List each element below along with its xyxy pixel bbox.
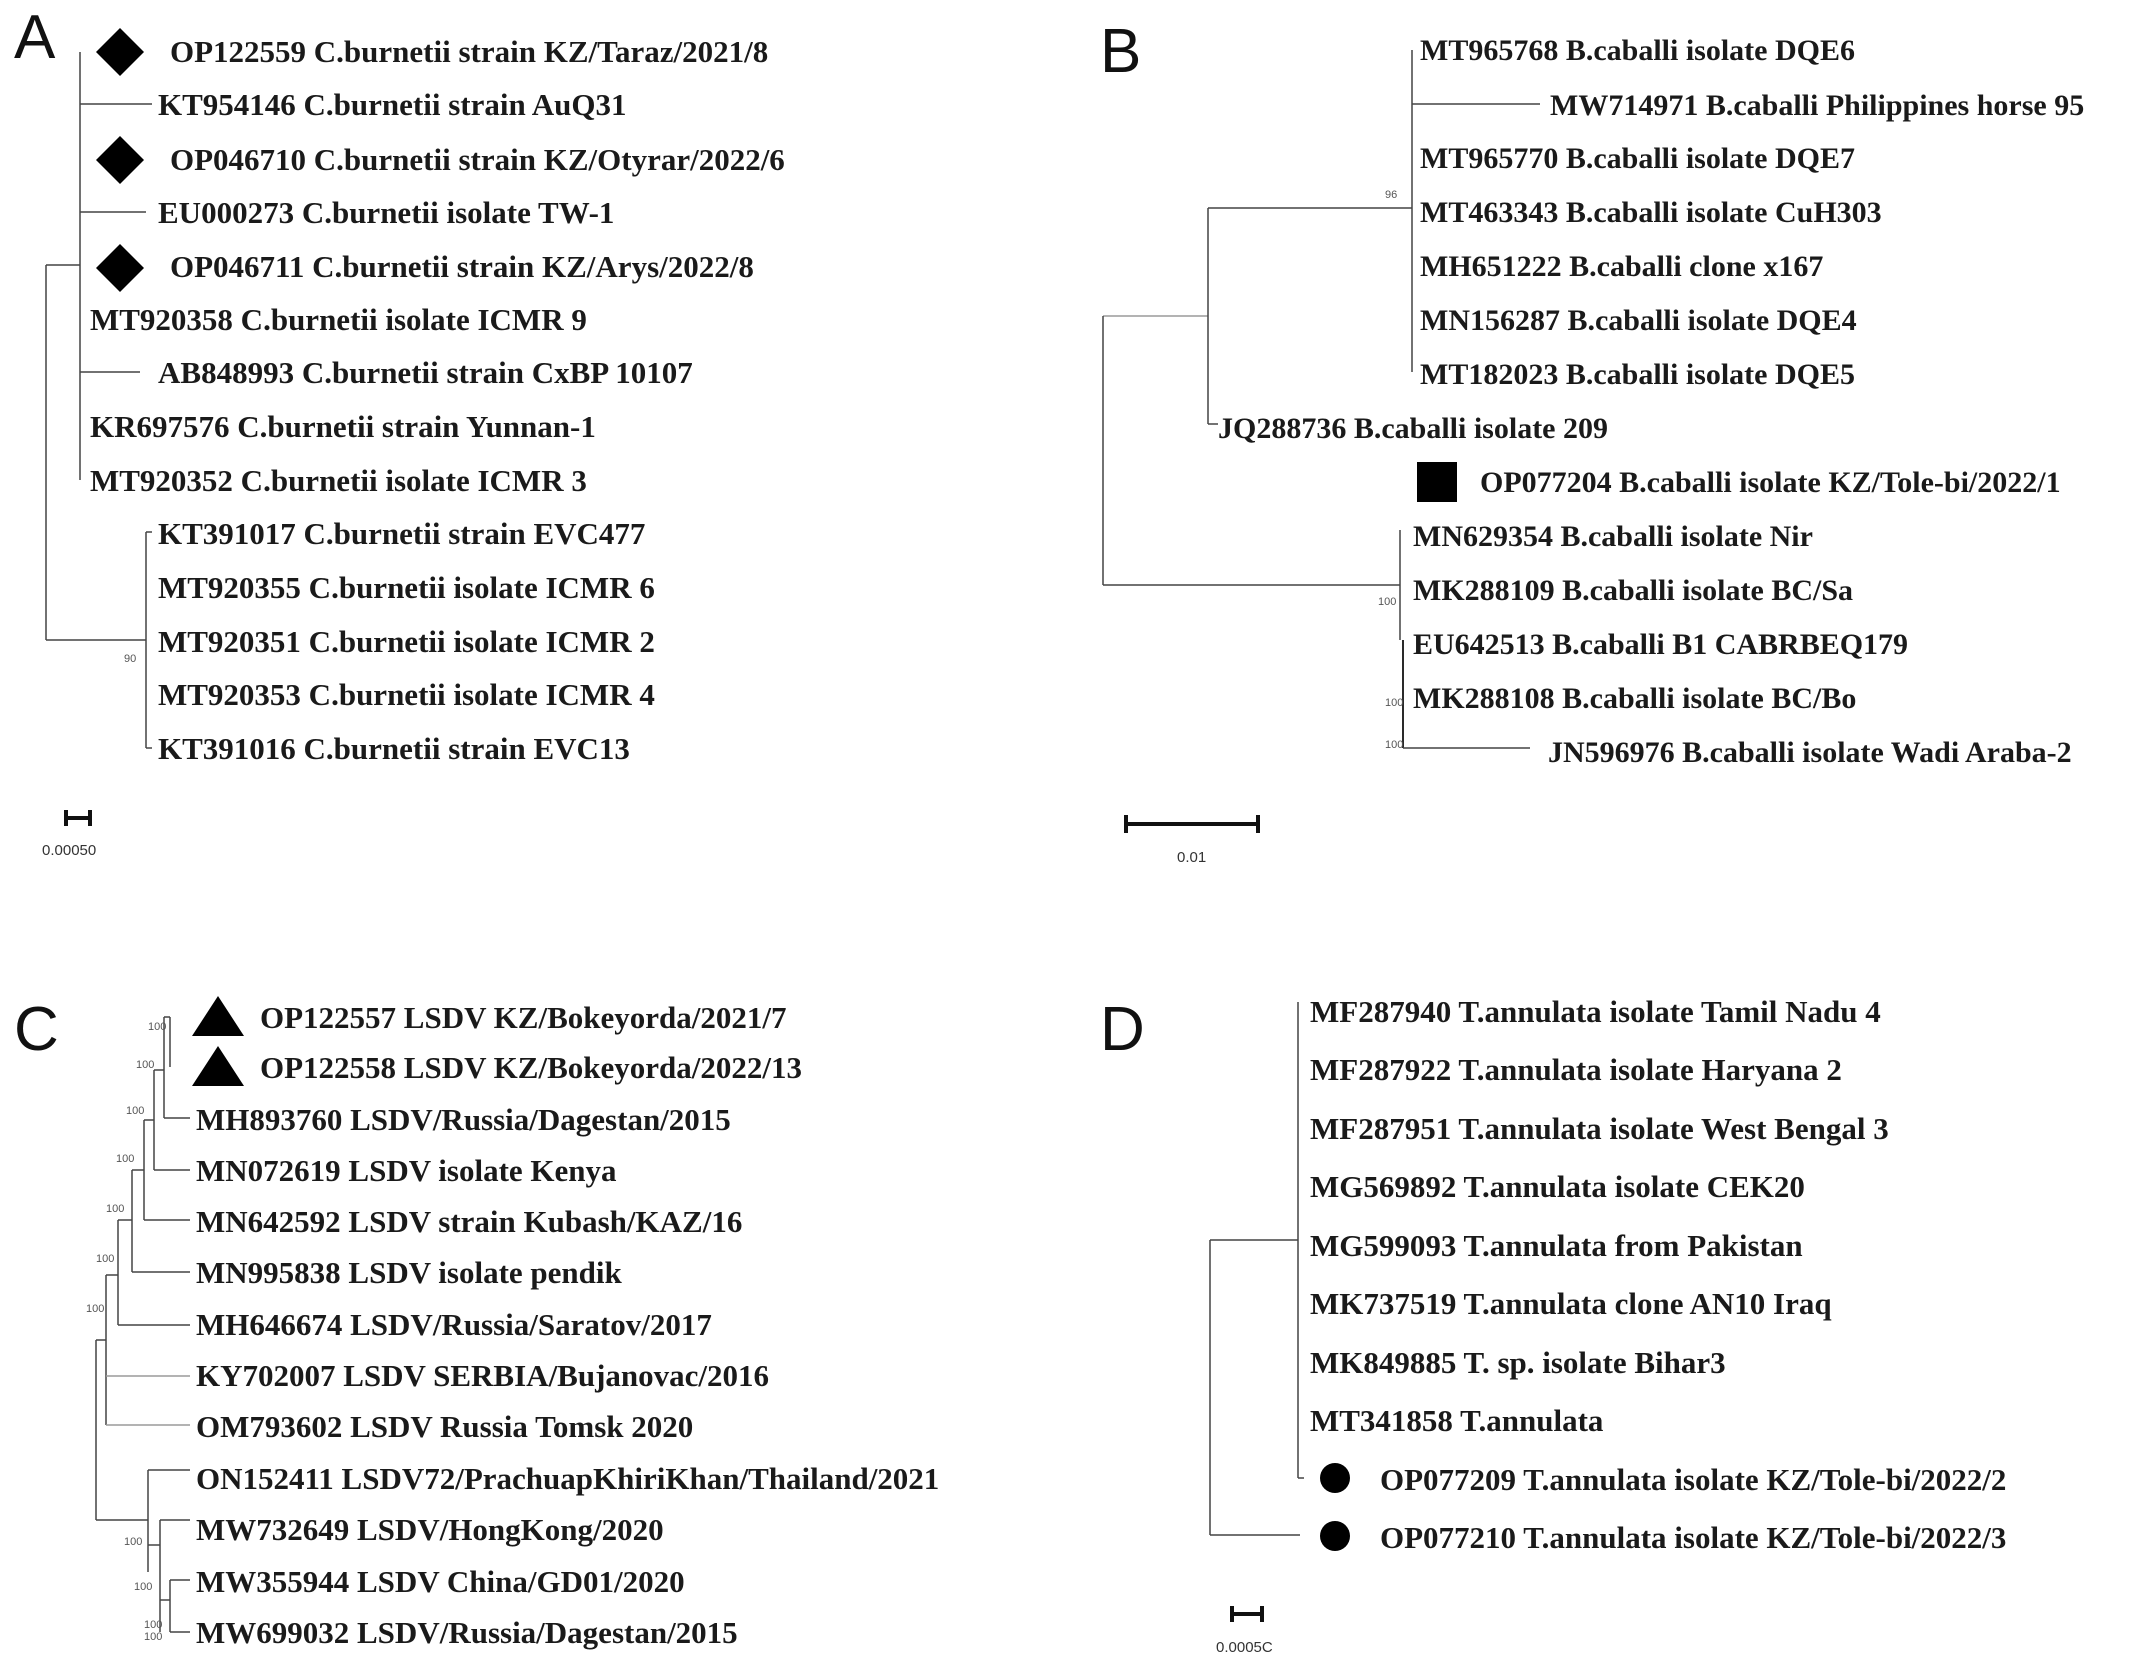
panel-b-scale-label: 0.01	[1177, 849, 1206, 866]
panel-b-leaf: MT182023 B.caballi isolate DQE5	[1420, 358, 1855, 391]
panel-b-leaf: MT965770 B.caballi isolate DQE7	[1420, 142, 1855, 175]
panel-d-leaf: OP077209 T.annulata isolate KZ/Tole-bi/2…	[1380, 1462, 2006, 1497]
panel-c-leaf: MN995838 LSDV isolate pendik	[196, 1255, 622, 1290]
panel-d: D MF287940 T.annulata isolate Tamil Nadu…	[1100, 994, 2006, 1656]
panel-b-leaf: MK288109 B.caballi isolate BC/Sa	[1413, 574, 1853, 607]
panel-a-leaf: KR697576 C.burnetii strain Yunnan-1	[90, 409, 596, 444]
panel-c-letter: C	[14, 995, 59, 1064]
panel-b-leaf: MH651222 B.caballi clone x167	[1420, 250, 1823, 283]
panel-a-scale-label: 0.00050	[42, 842, 96, 859]
panel-a-leaf: MT920351 C.burnetii isolate ICMR 2	[158, 624, 655, 659]
diamond-marker-icon	[96, 244, 144, 292]
circle-marker-icon	[1320, 1521, 1350, 1551]
panel-b-leaf: MN629354 B.caballi isolate Nir	[1413, 520, 1813, 553]
panel-d-leaf: MT341858 T.annulata	[1310, 1403, 1604, 1438]
panel-d-letter: D	[1100, 995, 1145, 1064]
diamond-marker-icon	[96, 28, 144, 76]
panel-b-bootstrap-label: 100	[1385, 739, 1403, 751]
panel-b-leaf: JQ288736 B.caballi isolate 209	[1218, 412, 1608, 445]
panel-c-leaf: MW699032 LSDV/Russia/Dagestan/2015	[196, 1615, 738, 1650]
circle-marker-icon	[1320, 1463, 1350, 1493]
panel-a-leaf: EU000273 C.burnetii isolate TW-1	[158, 195, 614, 230]
panel-c-leaf: OP122557 LSDV KZ/Bokeyorda/2021/7	[260, 1000, 787, 1035]
panel-a: A 90 OP122559 C.burnetii strain KZ/Taraz…	[14, 3, 785, 859]
panel-a-leaf: MT920358 C.burnetii isolate ICMR 9	[90, 302, 587, 337]
panel-d-leaf: MF287940 T.annulata isolate Tamil Nadu 4	[1310, 994, 1881, 1029]
panel-d-scale-label: 0.0005C	[1216, 1639, 1273, 1656]
panel-c-bootstrap-label: 100	[148, 1021, 166, 1033]
panel-b-leaf: OP077204 B.caballi isolate KZ/Tole-bi/20…	[1480, 466, 2061, 499]
panel-a-leaf: AB848993 C.burnetii strain CxBP 10107	[158, 355, 693, 390]
panel-d-leaf: MF287951 T.annulata isolate West Bengal …	[1310, 1111, 1889, 1146]
panel-c-bootstrap-label: 100	[96, 1253, 114, 1265]
panel-a-scale-bar	[64, 810, 92, 826]
panel-c-leaf: MH646674 LSDV/Russia/Saratov/2017	[196, 1307, 712, 1342]
panel-c-bootstrap-label: 100	[86, 1303, 104, 1315]
panel-a-tree	[45, 52, 152, 749]
panel-c-bootstrap-label: 100	[124, 1536, 142, 1548]
panel-d-leaf: MG599093 T.annulata from Pakistan	[1310, 1228, 1803, 1263]
panel-c: C	[14, 995, 939, 1650]
panel-c-leaf: MW732649 LSDV/HongKong/2020	[196, 1512, 664, 1547]
panel-a-bootstrap-label: 90	[124, 653, 136, 665]
panel-c-leaf: OM793602 LSDV Russia Tomsk 2020	[196, 1409, 693, 1444]
panel-a-leaf: MT920353 C.burnetii isolate ICMR 4	[158, 677, 655, 712]
panel-c-leaf: MH893760 LSDV/Russia/Dagestan/2015	[196, 1102, 731, 1137]
panel-d-leaf: MK737519 T.annulata clone AN10 Iraq	[1310, 1286, 1832, 1321]
panel-c-bootstrap-label: 100	[144, 1619, 162, 1631]
panel-c-leaf: MN072619 LSDV isolate Kenya	[196, 1153, 617, 1188]
panel-b-scale-bar	[1124, 815, 1260, 833]
panel-d-leaf: MF287922 T.annulata isolate Haryana 2	[1310, 1052, 1842, 1087]
panel-b-leaf: MT965768 B.caballi isolate DQE6	[1420, 34, 1855, 67]
panel-b-leaf: MK288108 B.caballi isolate BC/Bo	[1413, 682, 1856, 715]
panel-c-leaf: MN642592 LSDV strain Kubash/KAZ/16	[196, 1204, 742, 1239]
panel-c-bootstrap-label: 100	[134, 1581, 152, 1593]
panel-a-letter: A	[14, 3, 56, 72]
panel-b: B 96 100 100 100 MT965768 B.caballi isol…	[1100, 17, 2084, 866]
panel-c-tree	[95, 1016, 190, 1633]
diamond-marker-icon	[96, 136, 144, 184]
panel-a-leaf: MT920355 C.burnetii isolate ICMR 6	[158, 570, 655, 605]
panel-a-leaf: KT391016 C.burnetii strain EVC13	[158, 731, 630, 766]
panel-c-bootstrap-label: 100	[136, 1059, 154, 1071]
panel-a-leaf: OP046711 C.burnetii strain KZ/Arys/2022/…	[170, 249, 754, 284]
triangle-marker-icon	[192, 996, 244, 1036]
panel-c-bootstrap-label: 100	[106, 1203, 124, 1215]
panel-b-bootstrap-label: 100	[1385, 697, 1403, 709]
panel-d-leaf: MG569892 T.annulata isolate CEK20	[1310, 1169, 1805, 1204]
triangle-marker-icon	[192, 1046, 244, 1086]
panel-d-scale-bar	[1230, 1606, 1264, 1622]
panel-c-leaf: OP122558 LSDV KZ/Bokeyorda/2022/13	[260, 1050, 802, 1085]
panel-a-leaf: OP122559 C.burnetii strain KZ/Taraz/2021…	[170, 34, 768, 69]
panel-b-leaf: EU642513 B.caballi B1 CABRBEQ179	[1413, 628, 1908, 661]
panel-b-leaf: MW714971 B.caballi Philippines horse 95	[1550, 89, 2084, 122]
panel-b-bootstrap-label: 100	[1378, 596, 1396, 608]
panel-b-bootstrap-label: 96	[1385, 189, 1397, 201]
panel-b-leaf: JN596976 B.caballi isolate Wadi Araba-2	[1548, 736, 2072, 769]
panel-d-leaf: MK849885 T. sp. isolate Bihar3	[1310, 1345, 1726, 1380]
panel-a-leaf: OP046710 C.burnetii strain KZ/Otyrar/202…	[170, 142, 785, 177]
panel-a-leaf: KT954146 C.burnetii strain AuQ31	[158, 87, 627, 122]
panel-c-leaf: MW355944 LSDV China/GD01/2020	[196, 1564, 685, 1599]
panel-c-bootstrap-label: 100	[126, 1105, 144, 1117]
panel-a-leaf: MT920352 C.burnetii isolate ICMR 3	[90, 463, 587, 498]
panel-b-leaf: MN156287 B.caballi isolate DQE4	[1420, 304, 1857, 337]
panel-c-bootstrap-label: 100	[144, 1631, 162, 1643]
square-marker-icon	[1417, 462, 1457, 502]
panel-c-leaf: KY702007 LSDV SERBIA/Bujanovac/2016	[196, 1358, 769, 1393]
panel-a-leaf: KT391017 C.burnetii strain EVC477	[158, 516, 645, 551]
panel-b-leaf: MT463343 B.caballi isolate CuH303	[1420, 196, 1882, 229]
panel-d-leaf: OP077210 T.annulata isolate KZ/Tole-bi/2…	[1380, 1520, 2006, 1555]
panel-c-leaf: ON152411 LSDV72/PrachuapKhiriKhan/Thaila…	[196, 1461, 939, 1496]
panel-c-bootstrap-label: 100	[116, 1153, 134, 1165]
panel-b-letter: B	[1100, 17, 1141, 86]
panel-b-tree	[1102, 50, 1540, 749]
panel-d-tree	[1209, 1002, 1304, 1536]
